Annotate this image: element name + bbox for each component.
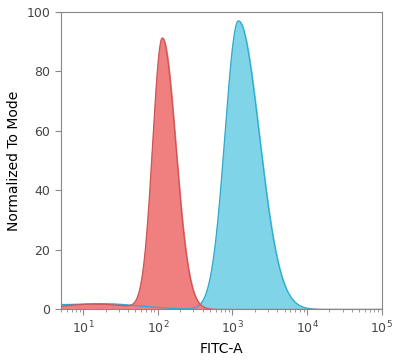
X-axis label: FITC-A: FITC-A <box>199 342 243 356</box>
Y-axis label: Normalized To Mode: Normalized To Mode <box>7 91 21 231</box>
